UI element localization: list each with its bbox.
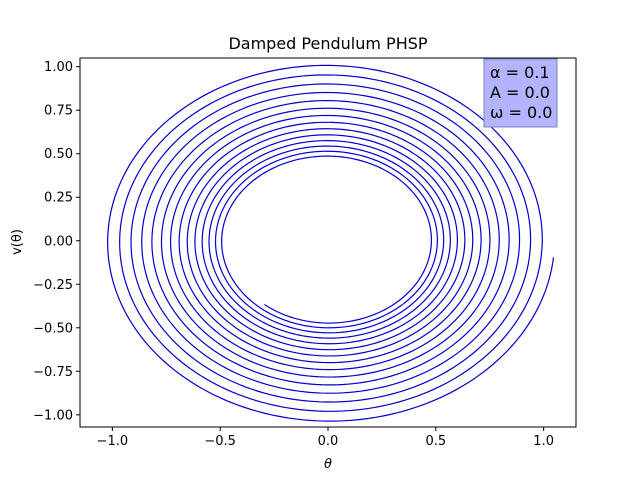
y-axis-ticks: 1.00 0.75 0.50 0.25 0.00 −0.25 −0.50 −0.75 −1.00 bbox=[33, 60, 80, 423]
y-tick-label: 0.25 bbox=[44, 191, 73, 206]
y-tick-label: 0.50 bbox=[44, 147, 73, 162]
x-tick-label: −0.5 bbox=[204, 434, 236, 449]
y-tick-label: −0.25 bbox=[33, 278, 73, 293]
annotation-amplitude: A = 0.0 bbox=[490, 83, 550, 102]
y-tick-label: 0.00 bbox=[44, 234, 73, 249]
chart-title: Damped Pendulum PHSP bbox=[228, 34, 427, 53]
parameter-annotation-box: α = 0.1 A = 0.0 ω = 0.0 bbox=[483, 58, 558, 128]
x-tick-label: 0.5 bbox=[425, 434, 446, 449]
x-tick-label: −1.0 bbox=[97, 434, 129, 449]
y-tick-label: −0.75 bbox=[33, 365, 73, 380]
annotation-alpha: α = 0.1 bbox=[490, 63, 550, 82]
x-axis-ticks: −1.0 −0.5 0.0 0.5 1.0 bbox=[97, 427, 554, 449]
annotation-background bbox=[483, 58, 558, 128]
y-tick-label: 1.00 bbox=[44, 60, 73, 75]
y-tick-label: −0.50 bbox=[33, 321, 73, 336]
phase-trajectory-line bbox=[107, 64, 555, 422]
y-tick-label: 0.75 bbox=[44, 104, 73, 119]
y-axis-label: v(θ) bbox=[10, 229, 25, 255]
y-tick-label: −1.00 bbox=[33, 408, 73, 423]
annotation-omega: ω = 0.0 bbox=[490, 103, 552, 122]
x-tick-label: 0.0 bbox=[318, 434, 339, 449]
x-axis-label: θ bbox=[324, 457, 332, 472]
x-tick-label: 1.0 bbox=[533, 434, 554, 449]
